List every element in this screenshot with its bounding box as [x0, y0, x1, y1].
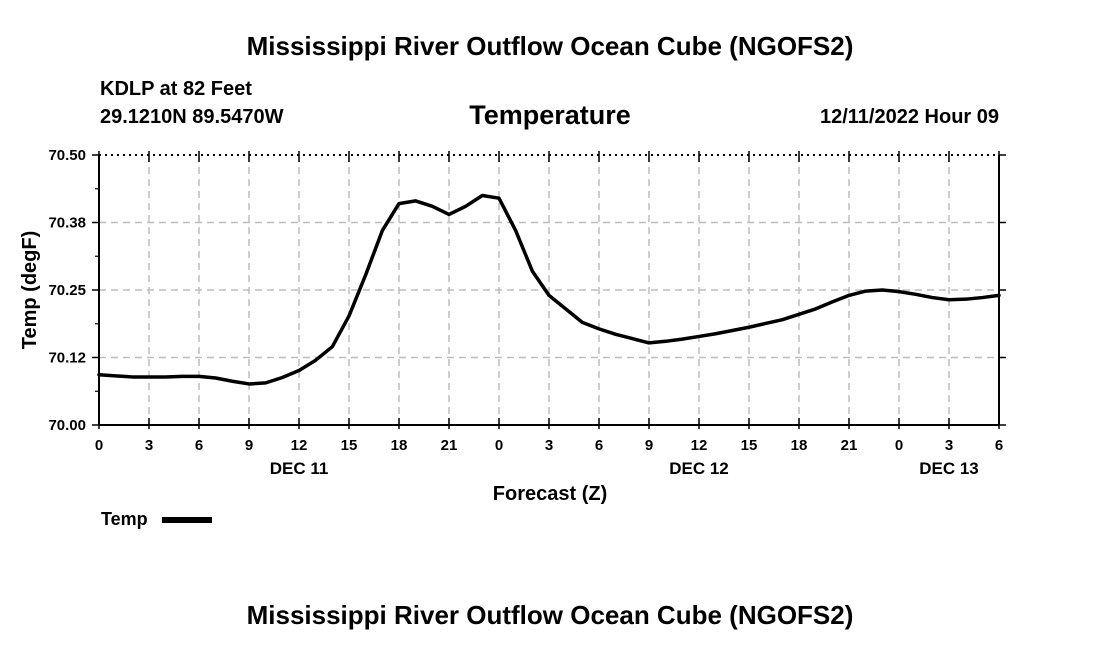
- x-tick-label: 6: [595, 437, 603, 454]
- x-tick-label: 9: [245, 437, 253, 454]
- x-tick-label: 12: [691, 437, 708, 454]
- y-tick-label: 70.50: [48, 147, 86, 164]
- legend-line-swatch: [162, 517, 212, 523]
- footer-title: Mississippi River Outflow Ocean Cube (NG…: [246, 600, 854, 630]
- page-title: Mississippi River Outflow Ocean Cube (NG…: [246, 31, 854, 61]
- x-tick-label: 21: [841, 437, 858, 454]
- legend-label: Temp: [101, 509, 148, 529]
- x-axis-label: Forecast (Z): [492, 483, 608, 505]
- x-tick-label: 15: [341, 437, 358, 454]
- x-tick-label: 12: [291, 437, 308, 454]
- x-tick-label: 0: [95, 437, 103, 454]
- x-tick-label: 18: [791, 437, 808, 454]
- station-label: KDLP at 82 Feet: [100, 78, 252, 100]
- x-tick-label: 6: [195, 437, 203, 454]
- date-label: DEC 12: [669, 459, 729, 478]
- forecast-timestamp: 12/11/2022 Hour 09: [819, 106, 999, 128]
- y-axis-label: Temp (degF): [19, 230, 41, 350]
- x-tick-label: 0: [895, 437, 903, 454]
- x-tick-label: 21: [441, 437, 458, 454]
- x-tick-label: 0: [495, 437, 503, 454]
- date-label: DEC 11: [270, 459, 329, 478]
- y-tick-label: 70.12: [48, 350, 86, 367]
- x-tick-label: 6: [995, 437, 1003, 454]
- y-tick-label: 70.00: [48, 417, 86, 434]
- x-tick-label: 3: [145, 437, 153, 454]
- chart-title: Temperature: [469, 100, 631, 130]
- y-tick-label: 70.38: [48, 215, 86, 232]
- x-tick-label: 15: [741, 437, 758, 454]
- y-tick-label: 70.25: [48, 282, 86, 299]
- date-label: DEC 13: [919, 459, 979, 478]
- station-coordinates: 29.1210N 89.5470W: [100, 106, 284, 128]
- x-tick-label: 3: [545, 437, 553, 454]
- x-tick-label: 3: [945, 437, 953, 454]
- x-tick-label: 18: [391, 437, 408, 454]
- temperature-series-line: [97, 193, 1001, 386]
- x-tick-label: 9: [645, 437, 653, 454]
